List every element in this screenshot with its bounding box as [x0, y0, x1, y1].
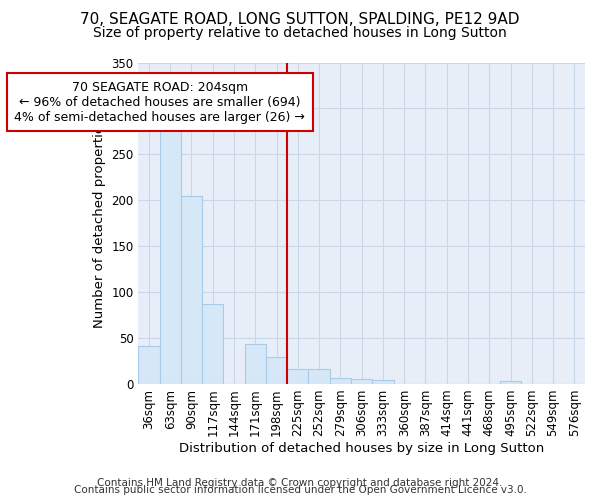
Bar: [372, 380, 394, 384]
Bar: [500, 381, 521, 384]
Text: Size of property relative to detached houses in Long Sutton: Size of property relative to detached ho…: [93, 26, 507, 40]
Bar: [138, 346, 160, 384]
Bar: [308, 370, 330, 384]
X-axis label: Distribution of detached houses by size in Long Sutton: Distribution of detached houses by size …: [179, 442, 544, 455]
Text: 70, SEAGATE ROAD, LONG SUTTON, SPALDING, PE12 9AD: 70, SEAGATE ROAD, LONG SUTTON, SPALDING,…: [80, 12, 520, 28]
Text: Contains public sector information licensed under the Open Government Licence v3: Contains public sector information licen…: [74, 485, 526, 495]
Bar: [181, 196, 202, 384]
Bar: [160, 118, 181, 384]
Y-axis label: Number of detached properties: Number of detached properties: [92, 118, 106, 328]
Bar: [266, 358, 287, 384]
Bar: [351, 380, 372, 384]
Text: 70 SEAGATE ROAD: 204sqm
← 96% of detached houses are smaller (694)
4% of semi-de: 70 SEAGATE ROAD: 204sqm ← 96% of detache…: [14, 81, 305, 124]
Bar: [330, 378, 351, 384]
Bar: [287, 370, 308, 384]
Bar: [202, 304, 223, 384]
Bar: [245, 344, 266, 384]
Text: Contains HM Land Registry data © Crown copyright and database right 2024.: Contains HM Land Registry data © Crown c…: [97, 478, 503, 488]
